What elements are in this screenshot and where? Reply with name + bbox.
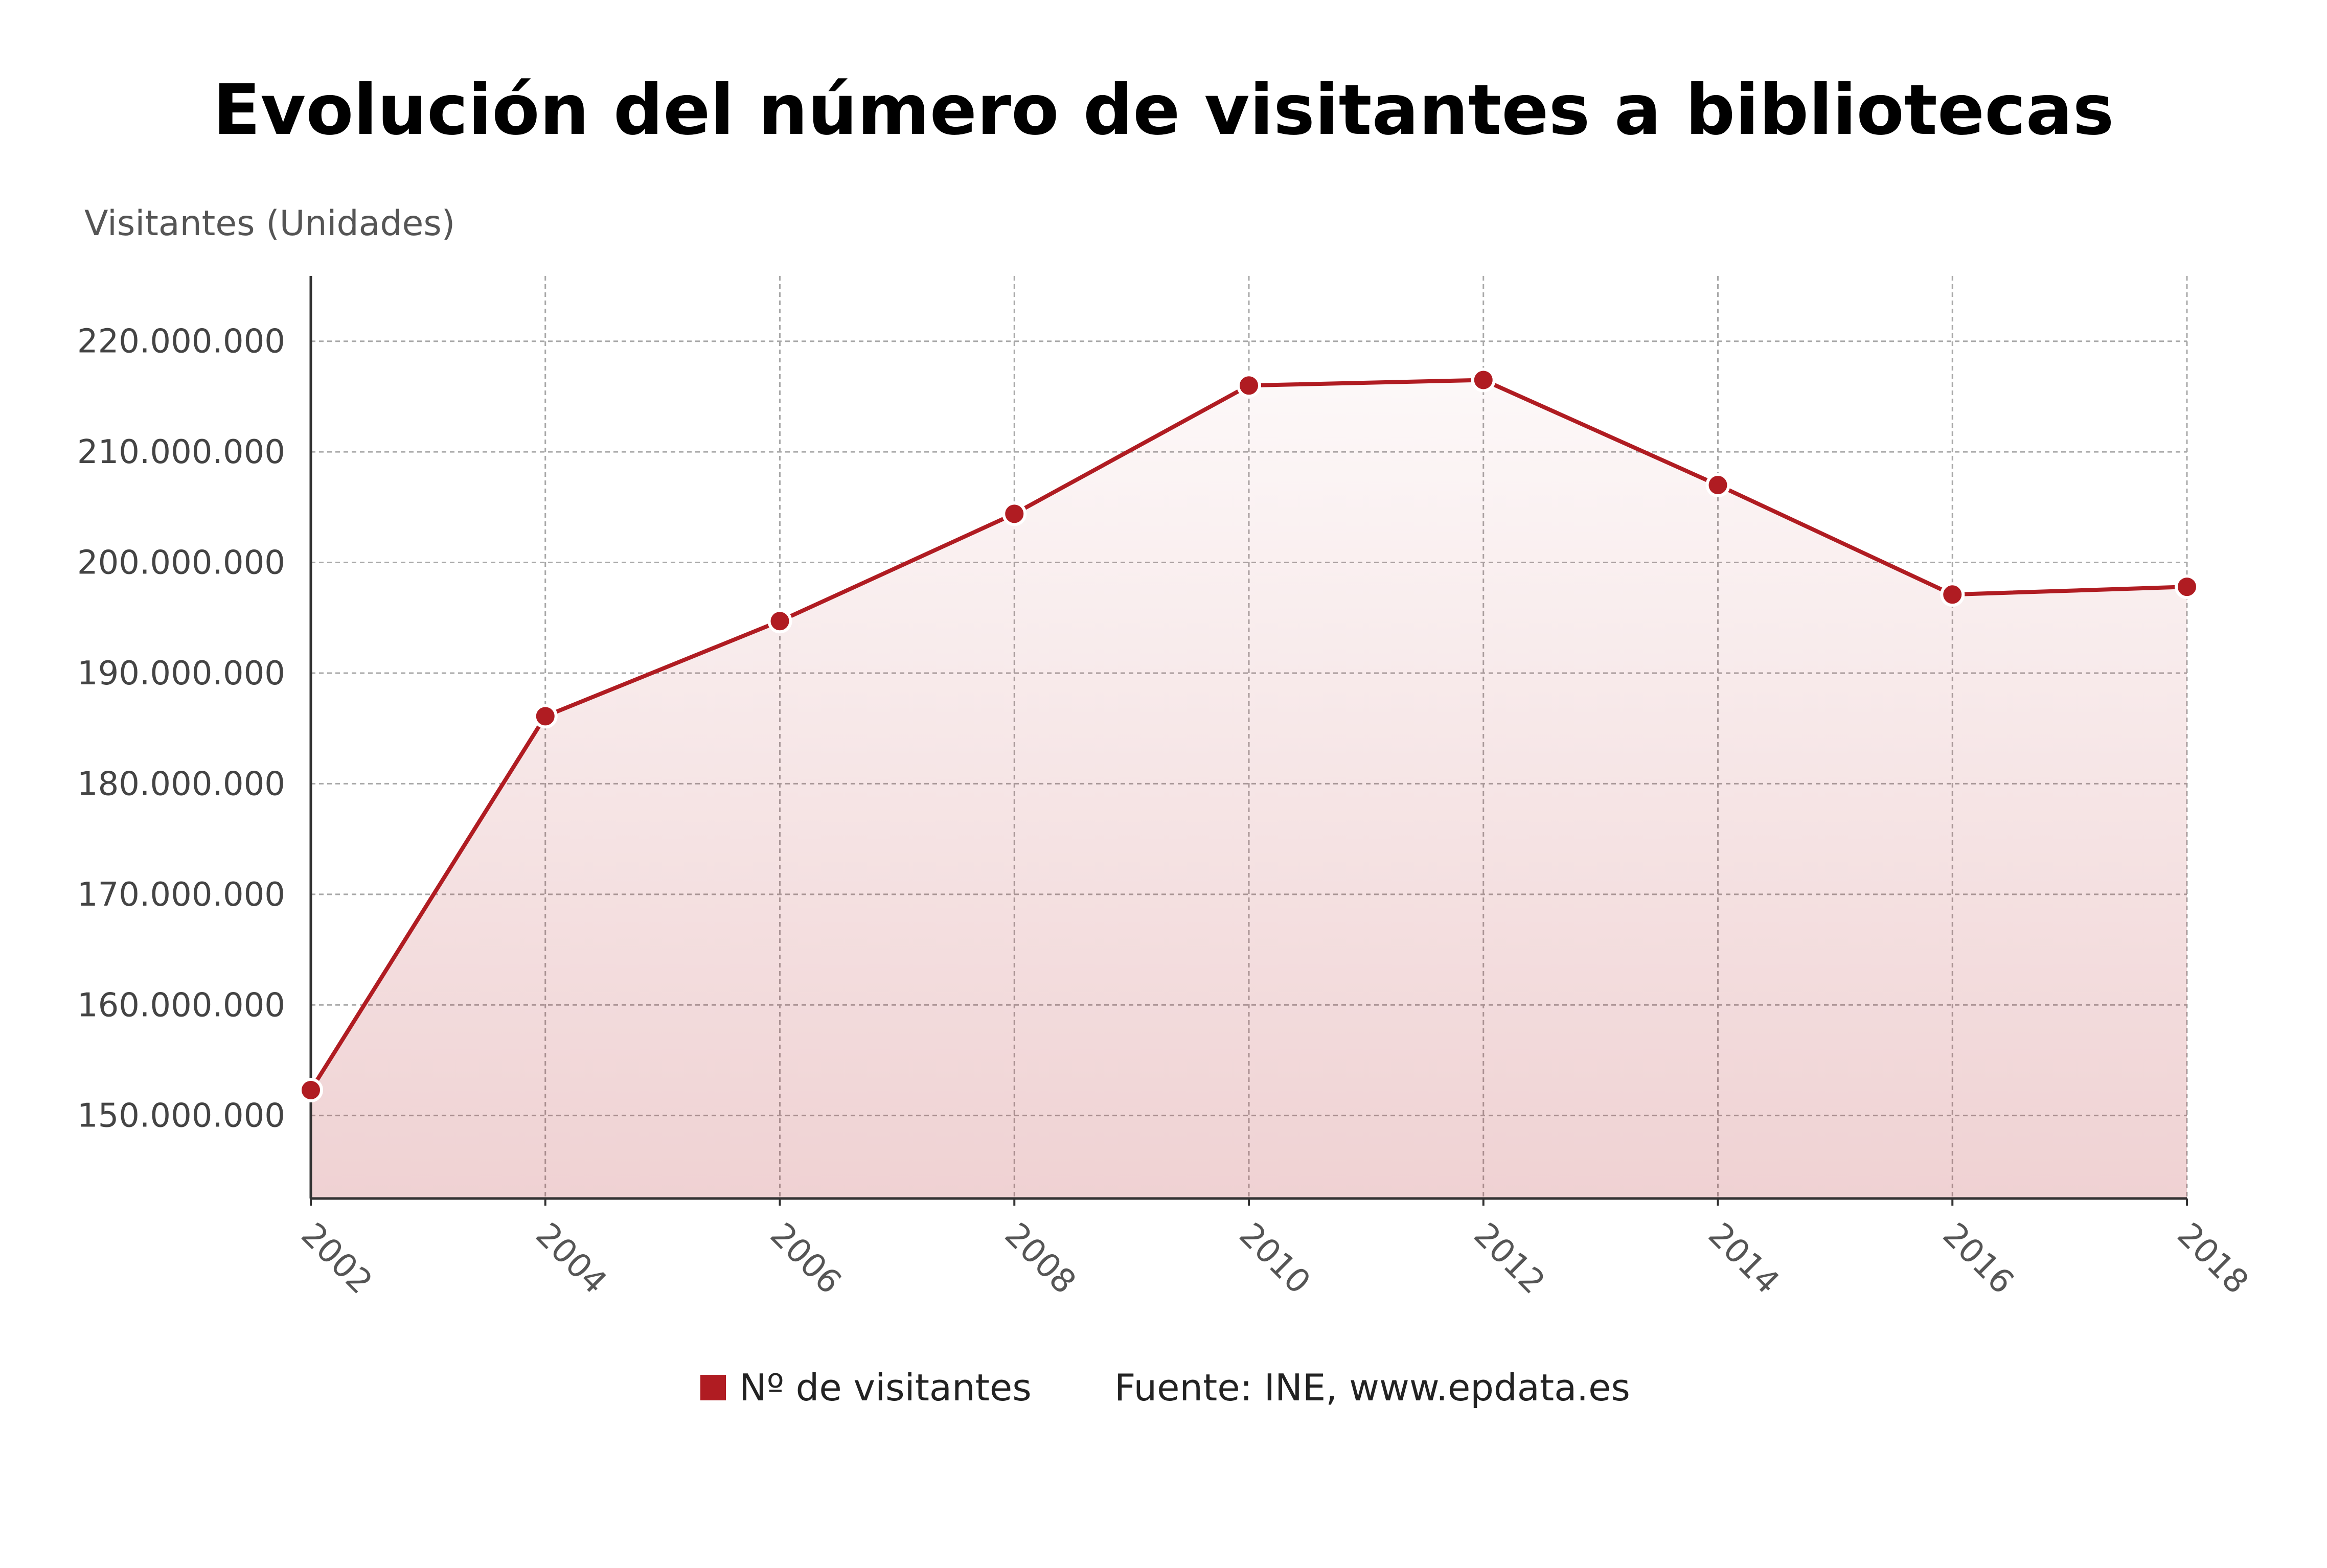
- legend-label: Nº de visitantes: [739, 1366, 1032, 1409]
- x-tick-label: 2018: [2170, 1216, 2255, 1301]
- data-point: [1471, 367, 1496, 393]
- data-point: [1705, 473, 1730, 498]
- data-point: [2175, 574, 2199, 599]
- y-tick-label: 210.000.000: [77, 433, 285, 471]
- axes: [309, 276, 2188, 1206]
- area-fill-path: [311, 380, 2187, 1199]
- data-point: [767, 609, 792, 634]
- data-point: [1940, 582, 1965, 607]
- chart-title: Evolución del número de visitantes a bib…: [213, 70, 2114, 151]
- y-tick-label: 150.000.000: [77, 1097, 285, 1135]
- data-points: [299, 367, 2199, 1102]
- y-tick-label: 180.000.000: [77, 765, 285, 803]
- x-tick-label: 2010: [1232, 1216, 1317, 1301]
- data-point: [1237, 373, 1261, 398]
- x-axis-ticks: 2002 2004 2006 2008 2010 2012 2014 2016 2018: [294, 1216, 2255, 1301]
- data-point: [1002, 501, 1027, 526]
- x-tick-label: 2014: [1701, 1216, 1786, 1301]
- x-tick-label: 2012: [1466, 1216, 1552, 1301]
- y-axis-label: Visitantes (Unidades): [84, 203, 455, 244]
- data-point: [299, 1077, 323, 1102]
- y-axis-ticks: 150.000.000 160.000.000 170.000.000 180.000…: [77, 323, 285, 1135]
- x-tick-label: 2016: [1935, 1216, 2021, 1301]
- y-tick-label: 190.000.000: [77, 655, 285, 693]
- source-note: Fuente: INE, www.epdata.es: [1114, 1366, 1630, 1409]
- y-tick-label: 160.000.000: [77, 986, 285, 1024]
- y-tick-label: 220.000.000: [77, 323, 285, 361]
- x-tick-label: 2006: [763, 1216, 848, 1301]
- legend-swatch: [700, 1375, 726, 1400]
- x-tick-label: 2004: [528, 1216, 613, 1301]
- x-tick-label: 2008: [997, 1216, 1083, 1301]
- y-tick-label: 200.000.000: [77, 544, 285, 582]
- legend: Nº de visitantes: [700, 1366, 1032, 1409]
- x-tick-label: 2002: [294, 1216, 379, 1301]
- data-point: [533, 704, 558, 729]
- area-fill: [311, 380, 2187, 1199]
- y-tick-label: 170.000.000: [77, 876, 285, 914]
